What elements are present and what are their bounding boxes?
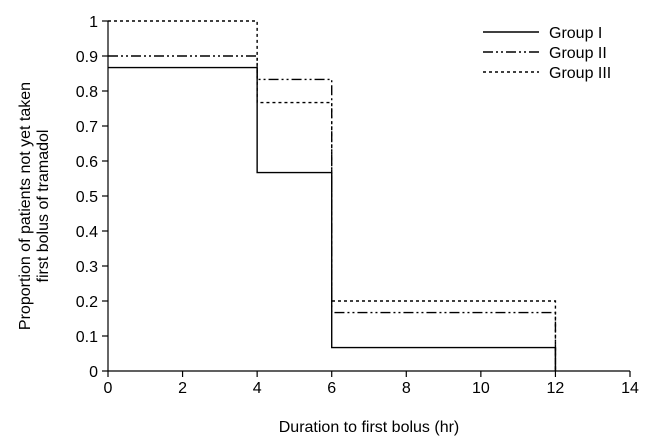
x-tick-label: 4	[253, 380, 262, 397]
y-tick-label: 0.8	[76, 84, 98, 101]
y-tick-label: 0.7	[76, 119, 98, 136]
legend: Group I Group II Group III	[483, 25, 611, 82]
legend-label-1: Group I	[549, 25, 602, 42]
legend-label-2: Group II	[549, 45, 607, 62]
x-tick-label: 0	[104, 380, 113, 397]
y-tick-label: 0.5	[76, 189, 98, 206]
y-axis-label-line-2: first bolus of tramadol	[35, 130, 52, 283]
series-lines	[108, 20, 557, 371]
x-axis-label: Duration to first bolus (hr)	[279, 419, 460, 436]
x-tick-label: 10	[472, 380, 490, 397]
y-tick-label: 0	[89, 364, 98, 381]
y-tick-label: 0.1	[76, 329, 98, 346]
y-tick-label: 0.6	[76, 154, 98, 171]
x-tick-label: 14	[621, 380, 639, 397]
y-tick-label: 0.3	[76, 259, 98, 276]
ticks: 0 2 4 6 8 10 12 14 0 0.1 0.2 0.3 0.4 0.5 0.6 0.7 0.8 0.9 1	[76, 14, 639, 397]
y-tick-label: 0.9	[76, 49, 98, 66]
x-tick-label: 8	[402, 380, 411, 397]
y-axis-label: Proportion of patients not yet takenfirs…	[17, 82, 52, 330]
y-tick-label: 1	[89, 14, 98, 31]
x-tick-label: 12	[547, 380, 565, 397]
y-tick-label: 0.2	[76, 294, 98, 311]
series-line-3	[108, 20, 557, 371]
legend-label-3: Group III	[549, 65, 611, 82]
y-tick-label: 0.4	[76, 224, 98, 241]
x-tick-label: 6	[327, 380, 336, 397]
y-axis-label-line-1: Proportion of patients not yet taken	[17, 82, 34, 330]
x-tick-label: 2	[178, 380, 187, 397]
